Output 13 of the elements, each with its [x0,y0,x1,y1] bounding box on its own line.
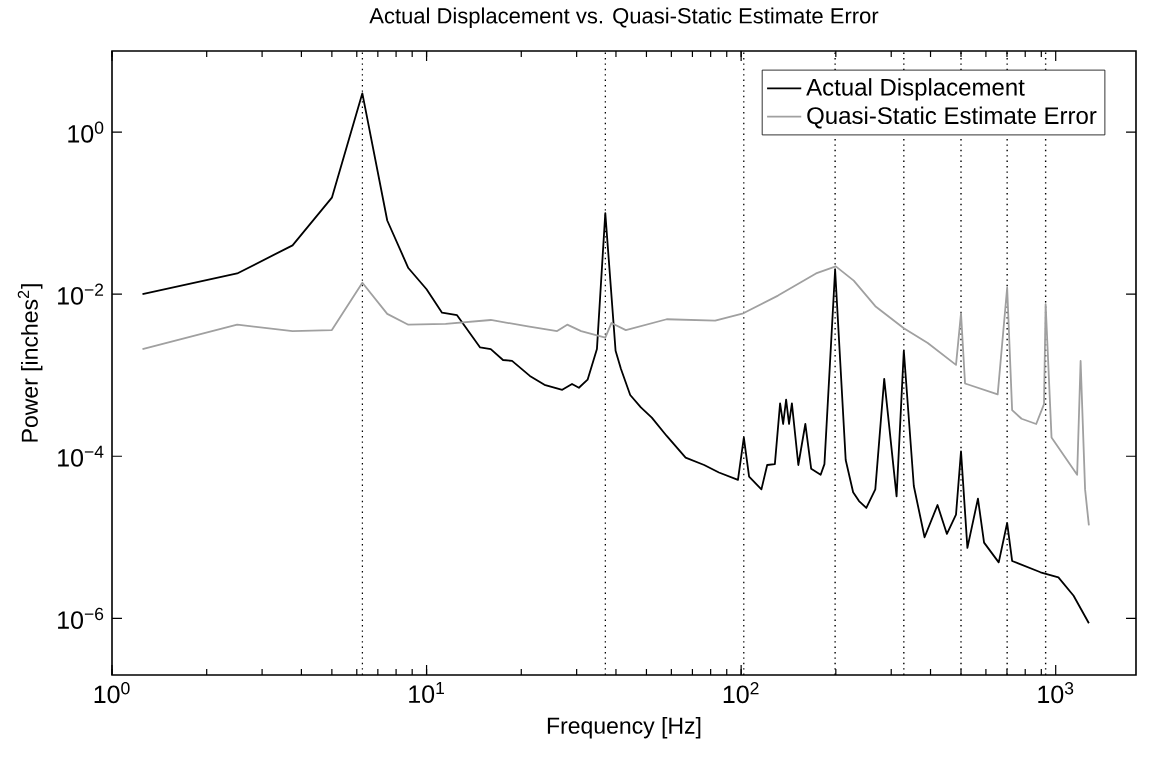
x-tick-label: 10$^{2}$ [723,682,759,704]
x-tick-label: 10$^{1}$ [409,682,444,704]
legend-label: Quasi-Static Estimate Error [807,106,1097,129]
legend-label: Actual Displacement [806,78,1025,101]
x-tick-label: 10$^{3}$ [1038,682,1074,704]
y-tick-label: 10$^{−2}$ [58,283,104,305]
y-axis-title: Power [inches$^{2}$] [17,284,43,442]
chart-title: Actual Displacement vs. Quasi-Static Estimate Error [369,7,879,28]
x-tick-label: 10$^{0}$ [94,682,130,704]
x-axis-title: Frequency [Hz] [547,716,701,739]
y-tick-label: 10$^{0}$ [68,121,104,143]
y-tick-label: 10$^{−6}$ [58,607,104,629]
y-tick-label: 10$^{−4}$ [58,445,104,467]
